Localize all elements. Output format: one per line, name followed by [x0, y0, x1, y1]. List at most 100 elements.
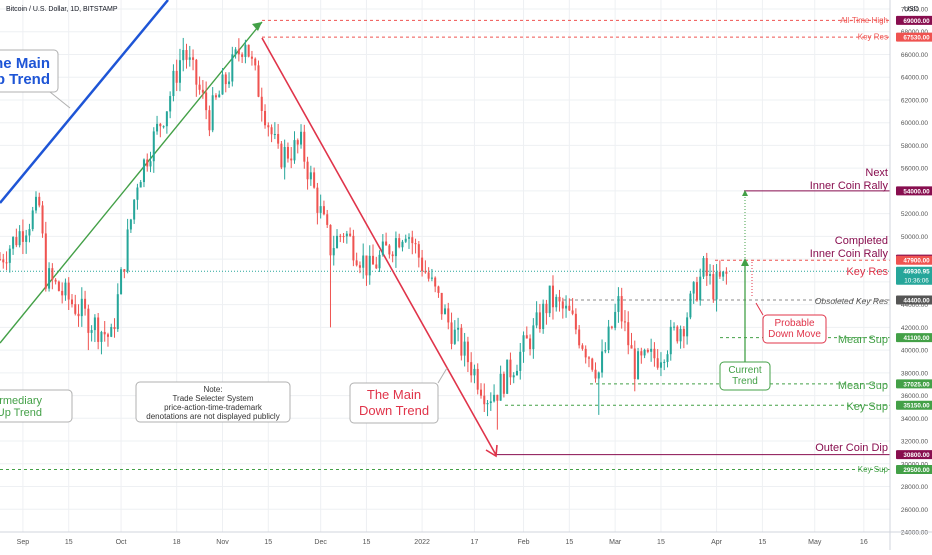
candle-body	[28, 229, 31, 236]
candle-body	[93, 317, 96, 331]
candle-body	[64, 282, 67, 296]
candle-body	[352, 235, 355, 261]
time-tick-label: 15	[363, 539, 371, 546]
candle-body	[653, 348, 656, 359]
price-box-label-mean-sup-lower: 37025.00	[903, 381, 930, 388]
level-text-key-res-top: Key Res	[858, 33, 888, 42]
candle-body	[437, 286, 440, 293]
main-down-trend-box	[349, 382, 439, 424]
candle-body	[525, 335, 528, 339]
candle-body	[322, 206, 325, 215]
mean-sup-lower-label-line: Mean Sup	[838, 380, 888, 392]
probable-label-line: Probable	[774, 318, 814, 329]
time-tick-label: Nov	[216, 539, 229, 546]
candle-body	[718, 271, 721, 277]
candle-body	[211, 95, 214, 131]
candle-body	[535, 312, 538, 326]
candle-body	[568, 305, 571, 311]
candle-body	[679, 328, 682, 342]
candle-body	[489, 401, 492, 404]
candle-body	[136, 187, 139, 200]
price-tick-label: 42000.00	[901, 325, 928, 332]
candle-body	[637, 351, 640, 380]
candle-body	[368, 255, 371, 276]
candle-body	[106, 334, 109, 337]
candle-body	[591, 358, 594, 370]
candle-body	[116, 294, 119, 330]
candle-body	[296, 140, 299, 145]
candle-body	[214, 95, 217, 98]
candle-body	[561, 301, 564, 309]
candle-body	[388, 245, 391, 255]
main-down-trend-pointer	[437, 367, 448, 384]
price-tick-label: 34000.00	[901, 416, 928, 423]
candle-body	[702, 258, 705, 277]
candle-body	[21, 231, 24, 242]
candle-body	[41, 205, 44, 234]
candle-body	[25, 235, 28, 242]
candle-body	[244, 44, 247, 57]
candle-body	[156, 123, 159, 132]
candle-body	[463, 341, 466, 356]
outer-coin-dip-label: Outer Coin Dip	[815, 442, 888, 454]
candle-body	[208, 110, 211, 131]
price-box-obsoleted-key-res	[896, 295, 932, 305]
main-down-trend-line	[261, 37, 497, 456]
candle-body	[709, 274, 712, 276]
candle-body	[597, 372, 600, 379]
candle-body	[224, 74, 227, 85]
candle-body	[0, 259, 2, 261]
candle-body	[558, 296, 561, 302]
candle-body	[725, 271, 728, 274]
time-tick-label: 2022	[414, 539, 430, 546]
candle-body	[234, 49, 237, 55]
candle-body	[358, 265, 361, 268]
chart-title: Bitcoin / U.S. Dollar, 1D, BITSTAMP	[6, 6, 118, 13]
candle-body	[195, 59, 198, 85]
candle-body	[185, 50, 188, 60]
level-lines	[0, 19, 890, 470]
candle-body	[349, 233, 352, 236]
candle-body	[172, 70, 175, 97]
price-tick-label: 64000.00	[901, 75, 928, 82]
candle-body	[372, 255, 375, 265]
candle-body	[460, 327, 463, 356]
intermediary-up-trend-line	[0, 21, 263, 344]
candle-body	[722, 271, 725, 277]
candle-body	[283, 146, 286, 168]
main-up-trend-label: The MainUp Trend	[0, 55, 50, 88]
candle-body	[712, 274, 715, 300]
price-axis[interactable]: 24000.00 26000.00 28000.00 30000.00 32000.00…	[889, 0, 932, 550]
candle-body	[273, 133, 276, 135]
candle-body	[319, 206, 322, 213]
key-sup-upper-label-line: Key Sup	[846, 401, 888, 413]
candle-body	[162, 126, 165, 128]
projected-rally-arrowhead	[742, 190, 748, 196]
candle-body	[486, 403, 489, 405]
price-box-label-key-sup-upper: 35150.00	[903, 403, 930, 410]
candle-body	[620, 296, 623, 322]
candle-body	[440, 292, 443, 315]
time-tick-label: Mar	[609, 539, 622, 546]
candle-body	[519, 351, 522, 371]
price-tick-label: 28000.00	[901, 484, 928, 491]
candle-body	[493, 394, 496, 402]
candle-body	[623, 321, 626, 323]
candle-body	[188, 57, 191, 60]
candle-body	[673, 326, 676, 328]
time-axis[interactable]: Sep 15 Oct 18 Nov 15 Dec 15 2022 17 Feb 15 Mar 15 Apr 1…	[0, 531, 932, 546]
note-label: Note: Trade Selecter System price-action-t…	[146, 385, 279, 421]
candle-body	[555, 296, 558, 308]
candle-body	[97, 317, 100, 342]
price-tick-label: 44000.00	[901, 302, 928, 309]
candle-body	[483, 395, 486, 405]
candles	[0, 37, 728, 430]
candle-body	[70, 299, 73, 305]
price-box-all-time-high	[896, 15, 932, 25]
level-text-all-time-high: All-Time High	[840, 16, 888, 25]
candle-body	[339, 235, 342, 237]
candle-body	[427, 272, 430, 279]
candle-body	[133, 199, 136, 220]
candle-body	[633, 348, 636, 380]
candle-body	[345, 233, 348, 237]
